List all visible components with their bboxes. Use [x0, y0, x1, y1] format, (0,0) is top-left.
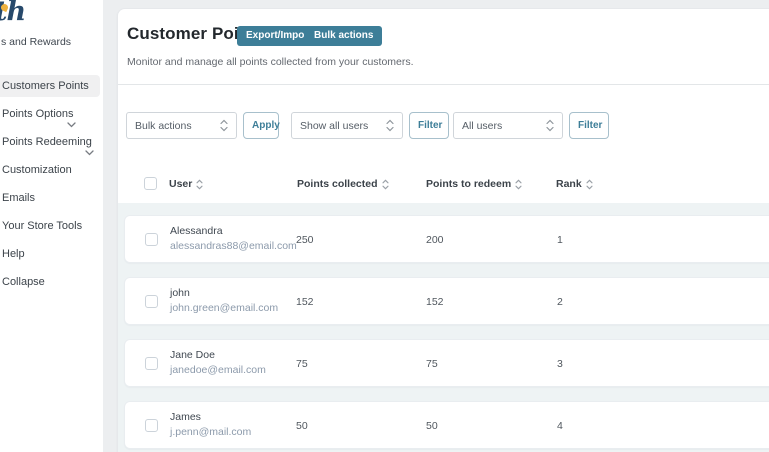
column-header-rank[interactable]: Rank [556, 178, 593, 190]
rank-value: 1 [557, 234, 563, 246]
table-row[interactable]: James j.penn@mail.com 50 50 4 [124, 401, 769, 449]
user-name: john [170, 287, 190, 299]
sidebar-item-label: Emails [2, 192, 36, 204]
sidebar-item-label: Customization [2, 164, 72, 176]
updown-chevron-icon [546, 119, 554, 132]
chevron-down-icon [85, 150, 94, 156]
rank-value: 4 [557, 420, 563, 432]
column-label: Points collected [297, 178, 378, 190]
points-to-redeem-value: 50 [426, 420, 438, 432]
filter-button[interactable]: Filter [569, 112, 609, 139]
user-email[interactable]: j.penn@mail.com [170, 426, 252, 438]
bulk-actions-select[interactable]: Bulk actions [126, 112, 237, 139]
select-value: All users [462, 119, 503, 132]
sidebar-item-label: Collapse [2, 276, 45, 288]
app-logo: th [0, 0, 26, 32]
points-collected-value: 152 [296, 296, 314, 308]
table-header: User Points collected Points to redeem R… [118, 173, 769, 199]
sidebar-item-emails[interactable]: Emails [0, 184, 103, 212]
select-all-checkbox[interactable] [144, 177, 157, 190]
updown-chevron-icon [386, 119, 394, 132]
select-value: Bulk actions [135, 119, 192, 132]
points-to-redeem-value: 152 [426, 296, 444, 308]
column-label: Rank [556, 178, 582, 190]
user-email[interactable]: alessandras88@email.com [170, 240, 297, 252]
export-import-button[interactable]: Export/Import [237, 26, 321, 46]
chevron-down-icon [66, 122, 76, 128]
sidebar-item-help[interactable]: Help [0, 240, 103, 268]
table-row[interactable]: Alessandra alessandras88@email.com 250 2… [124, 215, 769, 263]
sidebar-item-points-options[interactable]: Points Options [0, 100, 103, 128]
rank-value: 3 [557, 358, 563, 370]
select-value: Show all users [300, 119, 369, 132]
table-row[interactable]: john john.green@email.com 152 152 2 [124, 277, 769, 325]
sidebar-item-label: Customers Points [2, 80, 89, 92]
page-subtitle: Monitor and manage all points collected … [127, 56, 414, 68]
points-collected-value: 250 [296, 234, 314, 246]
bulk-actions-button[interactable]: Bulk actions [305, 26, 383, 46]
page-header: Customer Points Export/Import Bulk actio… [118, 9, 769, 85]
rank-value: 2 [557, 296, 563, 308]
table-row[interactable]: Jane Doe janedoe@email.com 75 75 3 [124, 339, 769, 387]
sidebar-item-label: Your Store Tools [2, 220, 83, 232]
customer-list: Alessandra alessandras88@email.com 250 2… [118, 203, 769, 452]
all-users-select[interactable]: All users [453, 112, 563, 139]
filter-button[interactable]: Filter [409, 112, 449, 139]
column-header-points-collected[interactable]: Points collected [297, 178, 389, 190]
plugin-tagline: s and Rewards [1, 36, 72, 48]
user-name: Jane Doe [170, 349, 215, 361]
sort-arrows-icon[interactable] [515, 179, 522, 190]
row-checkbox[interactable] [145, 295, 158, 308]
filter-bar: Bulk actions Apply Show all users Filter… [118, 112, 769, 139]
sidebar-item-collapse[interactable]: Collapse [0, 268, 103, 296]
sort-arrows-icon[interactable] [196, 179, 203, 190]
main-content-card: Customer Points Export/Import Bulk actio… [117, 8, 769, 452]
user-name: Alessandra [170, 225, 223, 237]
page-title: Customer Points [127, 24, 265, 43]
points-collected-value: 75 [296, 358, 308, 370]
sidebar-item-your-store-tools[interactable]: Your Store Tools [0, 212, 103, 240]
user-email[interactable]: janedoe@email.com [170, 364, 266, 376]
sidebar-nav: Customers Points Points Options Points R… [0, 72, 103, 296]
column-label: Points to redeem [426, 178, 512, 190]
points-to-redeem-value: 200 [426, 234, 444, 246]
user-name: James [170, 411, 201, 423]
apply-button[interactable]: Apply [243, 112, 280, 139]
row-checkbox[interactable] [145, 419, 158, 432]
points-collected-value: 50 [296, 420, 308, 432]
updown-chevron-icon [220, 119, 228, 132]
column-label: User [169, 178, 193, 190]
sort-arrows-icon[interactable] [586, 179, 593, 190]
sort-arrows-icon[interactable] [381, 179, 389, 190]
sidebar-item-label: Points Redeeming [2, 136, 92, 148]
sidebar-item-customization[interactable]: Customization [0, 156, 103, 184]
column-header-user[interactable]: User [169, 178, 203, 190]
points-to-redeem-value: 75 [426, 358, 438, 370]
column-header-points-to-redeem[interactable]: Points to redeem [426, 178, 522, 190]
sidebar-item-label: Help [2, 248, 25, 260]
row-checkbox[interactable] [145, 357, 158, 370]
sidebar: th s and Rewards Customers Points Points… [0, 0, 103, 452]
user-email[interactable]: john.green@email.com [170, 302, 279, 314]
sidebar-item-label: Points Options [2, 108, 74, 120]
row-checkbox[interactable] [145, 233, 158, 246]
sidebar-item-customers-points[interactable]: Customers Points [0, 72, 103, 100]
sidebar-item-points-redeeming[interactable]: Points Redeeming [0, 128, 103, 156]
show-users-select[interactable]: Show all users [291, 112, 403, 139]
